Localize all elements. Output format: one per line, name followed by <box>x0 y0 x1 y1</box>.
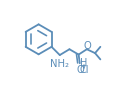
Text: NH₂: NH₂ <box>50 59 69 69</box>
Text: H: H <box>80 58 88 68</box>
Text: O: O <box>83 41 91 51</box>
Text: O: O <box>76 65 84 75</box>
Text: Cl: Cl <box>79 65 89 75</box>
